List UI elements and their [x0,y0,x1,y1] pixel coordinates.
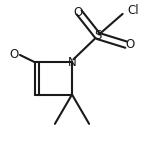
Text: O: O [73,6,82,19]
Text: O: O [125,38,134,51]
Text: Cl: Cl [128,4,139,17]
Text: O: O [9,48,18,61]
Text: S: S [94,29,101,42]
Text: N: N [68,56,76,69]
